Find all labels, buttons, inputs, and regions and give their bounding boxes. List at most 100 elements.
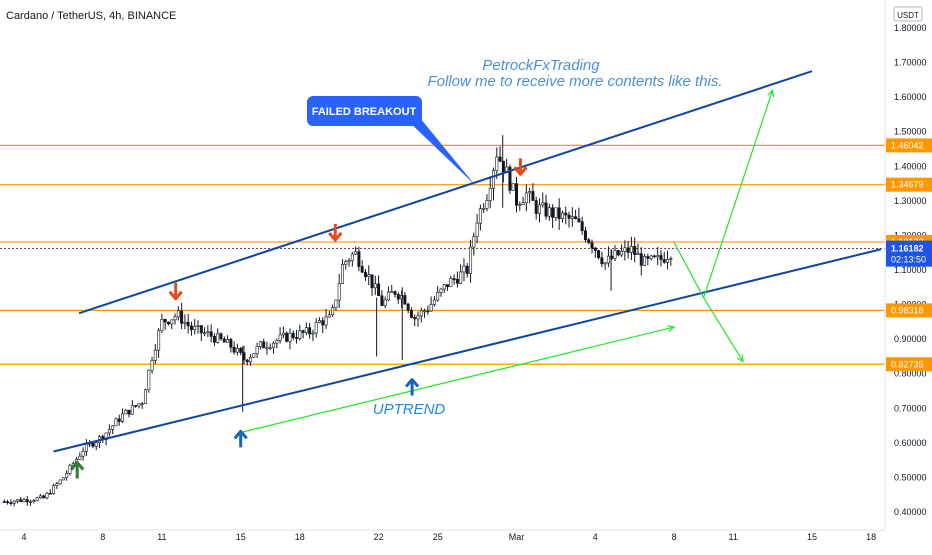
candle-body [166, 321, 170, 325]
candle [531, 183, 535, 201]
candle-body [393, 291, 397, 295]
currency-badge-box [893, 6, 923, 22]
candle-body [140, 403, 144, 406]
candle-body [311, 332, 315, 335]
candle-body [285, 332, 289, 342]
candle-body [606, 255, 610, 264]
candle [206, 325, 210, 337]
candle [462, 258, 466, 282]
candle [656, 247, 660, 266]
candle-body [373, 283, 377, 289]
time-tick-label: 22 [374, 532, 384, 542]
candle-body [652, 255, 656, 258]
candle-body [48, 492, 52, 495]
candle [347, 258, 351, 267]
candle [370, 274, 374, 296]
candle [626, 240, 630, 259]
candle-body [347, 260, 351, 262]
candle-body [488, 188, 492, 201]
candle-body [570, 216, 574, 219]
candle-body [291, 332, 295, 338]
level-price-box [886, 357, 932, 372]
candle-body [114, 418, 118, 427]
price-tick-label: 0.40000 [894, 507, 927, 517]
candle-body [340, 264, 344, 284]
candle-body [659, 255, 663, 260]
candle-body [587, 239, 591, 243]
candle-body [91, 443, 95, 447]
candle-body [643, 256, 647, 266]
candle-body [249, 356, 253, 363]
candle [606, 246, 610, 268]
candle [170, 319, 174, 330]
candle [603, 262, 607, 270]
candle-body [2, 501, 6, 503]
candle [492, 167, 496, 201]
candle [268, 343, 272, 351]
candle [547, 203, 551, 221]
candle [590, 239, 594, 254]
price-tick-label: 1.50000 [894, 127, 927, 137]
candle-body [354, 251, 358, 255]
candle [505, 158, 509, 173]
candle-body [127, 409, 131, 415]
time-tick-label: 4 [21, 532, 26, 542]
candle-body [186, 321, 190, 327]
candle-body [514, 183, 518, 206]
candle [498, 146, 502, 163]
candle [199, 324, 203, 342]
candle [380, 290, 384, 307]
candle-body [173, 316, 177, 321]
down-arrow-icon [513, 158, 528, 176]
candle-body [38, 495, 42, 499]
candle [107, 424, 111, 437]
candle-body [15, 499, 19, 502]
candle-body [452, 278, 456, 280]
candle [482, 203, 486, 214]
up-arrow-icon [404, 378, 420, 396]
currency-badge[interactable]: USDT [893, 6, 923, 22]
candle [42, 494, 46, 499]
candle [301, 329, 305, 339]
arrow-head [168, 290, 183, 301]
candle [321, 317, 325, 334]
candle-body [52, 485, 56, 494]
candle-body [235, 348, 239, 353]
candle [15, 499, 19, 504]
candle [597, 249, 601, 260]
candle-body [314, 322, 318, 334]
candle-body [518, 204, 522, 206]
candle [666, 250, 670, 270]
candle [383, 296, 387, 309]
candle [314, 318, 318, 338]
projection-path [673, 90, 774, 300]
candle [48, 489, 52, 495]
candle [350, 251, 354, 267]
candle [166, 321, 170, 326]
candle [147, 369, 151, 393]
candle [127, 409, 131, 418]
candle [518, 201, 522, 211]
candle-body [482, 208, 486, 210]
candle [19, 496, 23, 503]
candle [130, 400, 134, 416]
candle-body [22, 499, 26, 502]
candle [331, 304, 335, 317]
up-arrow-icon [233, 429, 248, 448]
candle-body [475, 222, 479, 237]
candle-body [386, 291, 390, 301]
candle-body [574, 216, 578, 220]
candle-body [337, 283, 341, 301]
candle [173, 313, 177, 325]
level-price-box [886, 303, 932, 318]
candle-body [478, 208, 482, 224]
candle-body [577, 218, 581, 222]
candle [544, 195, 548, 220]
candle-body [58, 479, 62, 485]
candle [659, 249, 663, 267]
down-arrow-icon [168, 282, 183, 301]
projection-path [240, 326, 675, 434]
candle [180, 302, 184, 330]
